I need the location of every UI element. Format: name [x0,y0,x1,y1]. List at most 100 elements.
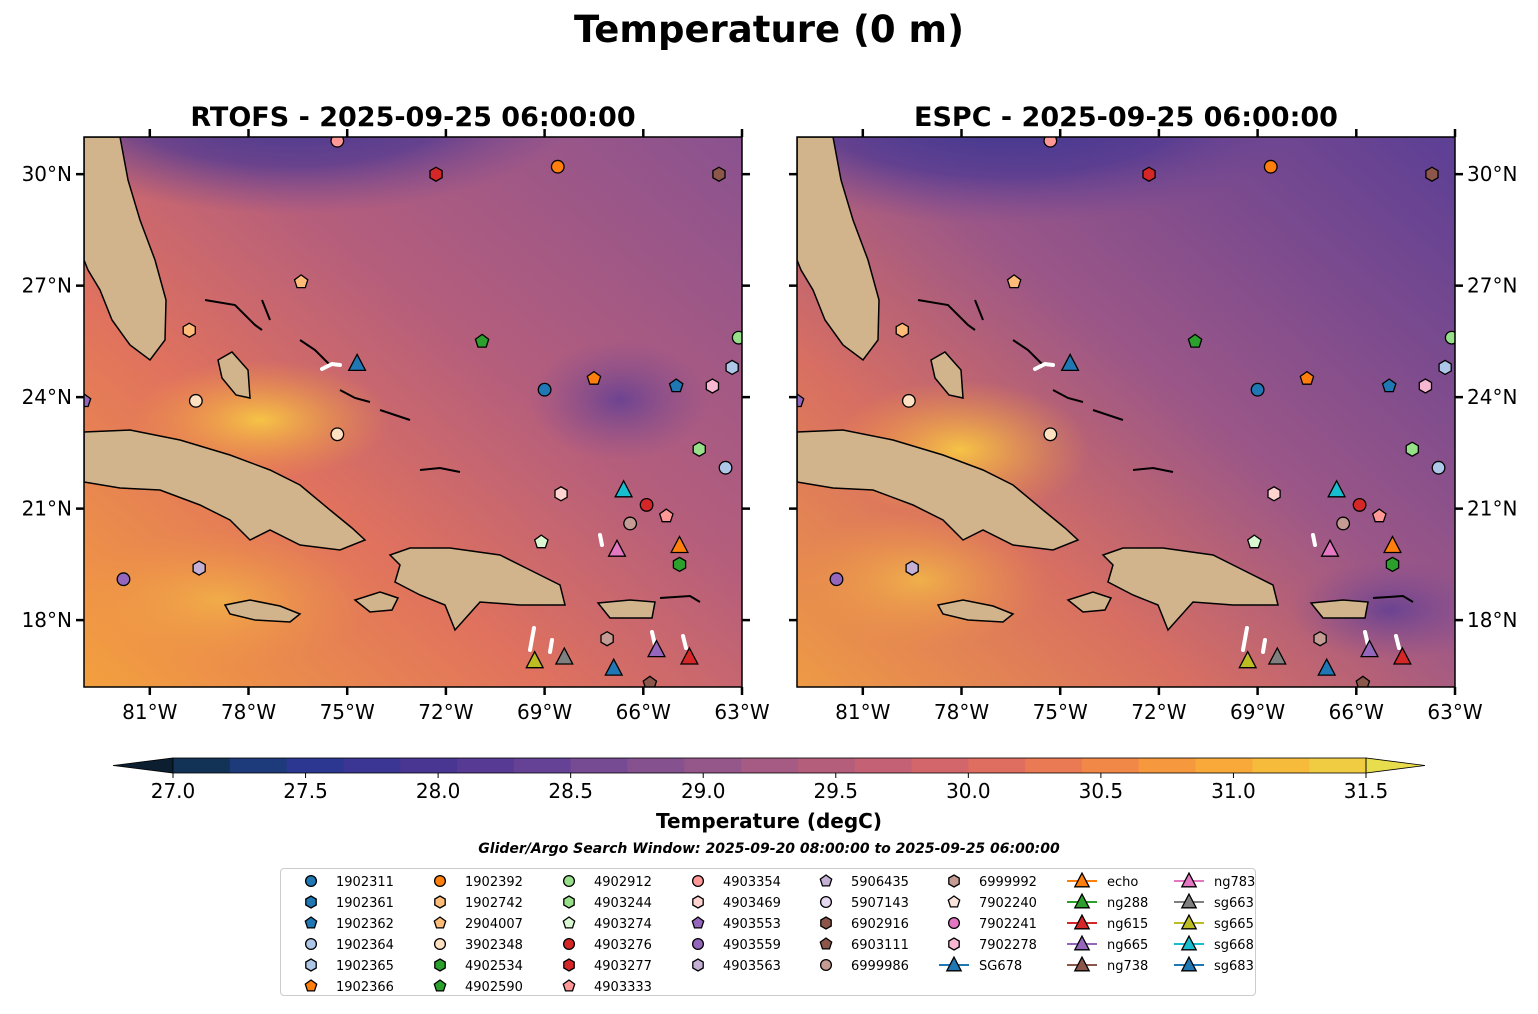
marker-1902366 [586,370,602,385]
legend-label: 1902311 [336,875,394,890]
legend-label: 6999986 [851,959,909,974]
legend-marker-ng738 [1073,955,1091,972]
colorbar-tick-label: 28.5 [548,779,593,803]
panel-title-espc: ESPC - 2025-09-25 06:00:00 [914,102,1338,133]
legend-marker-3902348 [433,937,447,951]
x-tick-label: 81°W [835,700,890,724]
legend-label: 4903354 [723,875,781,890]
panel-espc: ESPC - 2025-09-25 06:00:00 [789,102,1517,724]
y-tick-label: 21°N [1467,497,1517,521]
colorbar-bin [286,758,344,773]
marker-ng615 [679,646,699,665]
marker-4903563 [905,560,919,576]
marker-6903111 [1355,675,1371,687]
legend-label: 4903277 [594,959,652,974]
x-tick-label: 75°W [320,700,375,724]
legend-marker-4903274 [562,916,576,929]
legend-label: 1902392 [465,875,523,890]
colorbar-tick-label: 29.0 [681,779,726,803]
legend-marker-4903276 [562,937,576,951]
legend-label: 4903563 [723,959,781,974]
marker-1902366 [1299,370,1315,385]
marker-4903274 [533,534,549,549]
marker-ng783 [607,538,627,557]
marker-6902916 [712,166,726,182]
colorbar-extend-high [1365,757,1426,774]
legend-marker-ng783 [1180,871,1198,888]
legend-marker-1902366 [304,979,318,992]
colorbar-tick-label: 30.0 [946,779,991,803]
x-tick-label: 78°W [221,700,276,724]
colorbar-bin [400,758,458,773]
marker-ng665 [1360,639,1379,658]
legend-marker-7902278 [948,937,960,951]
colorbar-tick-label: 30.5 [1079,779,1124,803]
marker-3902348 [901,393,916,408]
marker-1902392 [550,159,565,174]
colorbar-bin [229,758,288,773]
plot-frame-espc [796,136,1456,688]
y-tick-label: 24°N [22,385,72,409]
colorbar-bin [684,758,742,773]
legend-marker-7902240 [947,895,961,908]
marker-1902364 [718,460,733,475]
marker-4902590 [1187,333,1203,348]
x-tick-label: 78°W [934,700,989,724]
panel-title-rtofs: RTOFS - 2025-09-25 06:00:00 [190,102,635,133]
colorbar-tick-label: 31.5 [1344,779,1389,803]
colorbar-bin [911,758,969,773]
legend-marker-2904007 [433,916,447,929]
marker-1902364 [1431,460,1446,475]
axis-ticks-espc: 81°W 78°W 75°W 72°W 69°W 66°W 63°W 18°N 21°N 24°N… [789,129,1517,724]
legend-marker-sg668 [1180,934,1198,951]
marker-echo [670,535,689,554]
marker-4903244 [1405,441,1419,457]
marker-4902534 [672,556,687,573]
colorbar-bin [570,758,628,773]
marker-6902916 [1425,166,1439,182]
markers-rtofs [84,137,742,687]
land-rtofs [84,137,656,632]
legend-marker-sg665 [1180,913,1198,930]
bahamas-islands-espc [917,299,1414,603]
marker-4902912 [1444,330,1455,345]
marker-4903277 [429,166,443,182]
legend-label: 2904007 [465,917,523,932]
marker-1902392 [1263,159,1278,174]
marker-1902365 [1438,359,1452,376]
legend-label: 1902366 [336,980,394,995]
marker-1902311 [537,382,552,397]
marker-2904007 [293,274,309,289]
marker-1902742 [895,322,909,338]
land-espc [797,137,1369,632]
legend-marker-1902362 [304,916,318,929]
marker-sg663 [1267,646,1287,665]
marker-4903563 [192,560,206,576]
marker-4903553 [797,393,805,408]
legend-label: echo [1107,875,1138,890]
warm-region-caribbean [84,530,370,670]
x-tick-label: 63°W [714,700,769,724]
marker-ng615 [1392,646,1412,665]
cool-region-north [84,137,650,310]
cool-region-east-b [1290,560,1455,660]
legend-marker-1902365 [305,958,317,972]
y-tick-label: 21°N [22,497,72,521]
legend-marker-6903111 [819,937,833,950]
marker-6903111 [642,675,658,687]
marker-4903553 [84,393,92,408]
colorbar-tick-label: 31.0 [1211,779,1256,803]
marker-4902534 [1385,556,1400,573]
colorbar-label: Temperature (degC) [656,809,882,833]
legend-label: 4903559 [723,938,781,953]
x-tick-label: 72°W [418,700,473,724]
legend-label: 4903333 [594,980,652,995]
legend-label: 4902912 [594,875,652,890]
marker-SG678 [1060,353,1080,372]
marker-4903276 [639,497,654,512]
x-tick-label: 81°W [122,700,177,724]
colorbar-tick-label: 27.5 [283,779,328,803]
legend-marker-1902364 [304,937,318,951]
legend-marker-1902742 [434,895,446,909]
legend-marker-4903563 [692,958,704,972]
